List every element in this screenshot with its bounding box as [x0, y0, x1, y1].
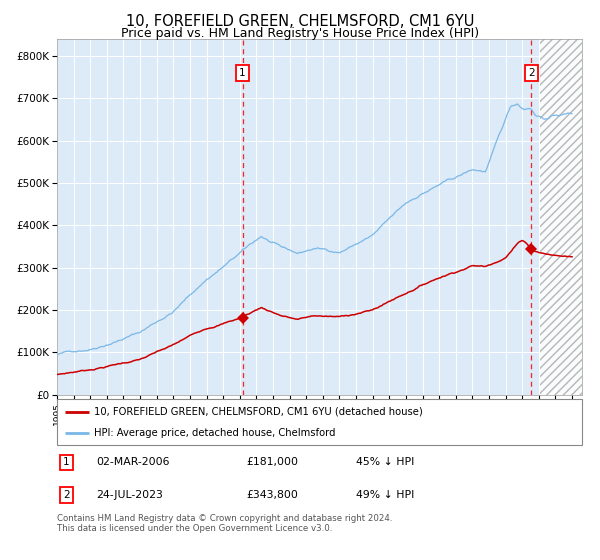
Text: Price paid vs. HM Land Registry's House Price Index (HPI): Price paid vs. HM Land Registry's House …: [121, 27, 479, 40]
FancyBboxPatch shape: [57, 399, 582, 445]
Text: Contains HM Land Registry data © Crown copyright and database right 2024.
This d: Contains HM Land Registry data © Crown c…: [57, 514, 392, 534]
Text: 10, FOREFIELD GREEN, CHELMSFORD, CM1 6YU (detached house): 10, FOREFIELD GREEN, CHELMSFORD, CM1 6YU…: [94, 407, 422, 417]
Text: 2: 2: [528, 68, 535, 78]
Text: £181,000: £181,000: [246, 458, 298, 468]
Text: 24-JUL-2023: 24-JUL-2023: [97, 490, 163, 500]
Text: 2: 2: [63, 490, 70, 500]
Text: 49% ↓ HPI: 49% ↓ HPI: [356, 490, 415, 500]
Text: 1: 1: [239, 68, 246, 78]
Text: 10, FOREFIELD GREEN, CHELMSFORD, CM1 6YU: 10, FOREFIELD GREEN, CHELMSFORD, CM1 6YU: [126, 14, 474, 29]
Bar: [541, 39, 582, 395]
Text: 45% ↓ HPI: 45% ↓ HPI: [356, 458, 415, 468]
Text: 02-MAR-2006: 02-MAR-2006: [97, 458, 170, 468]
Text: 1: 1: [63, 458, 70, 468]
Text: HPI: Average price, detached house, Chelmsford: HPI: Average price, detached house, Chel…: [94, 428, 335, 438]
Text: £343,800: £343,800: [246, 490, 298, 500]
